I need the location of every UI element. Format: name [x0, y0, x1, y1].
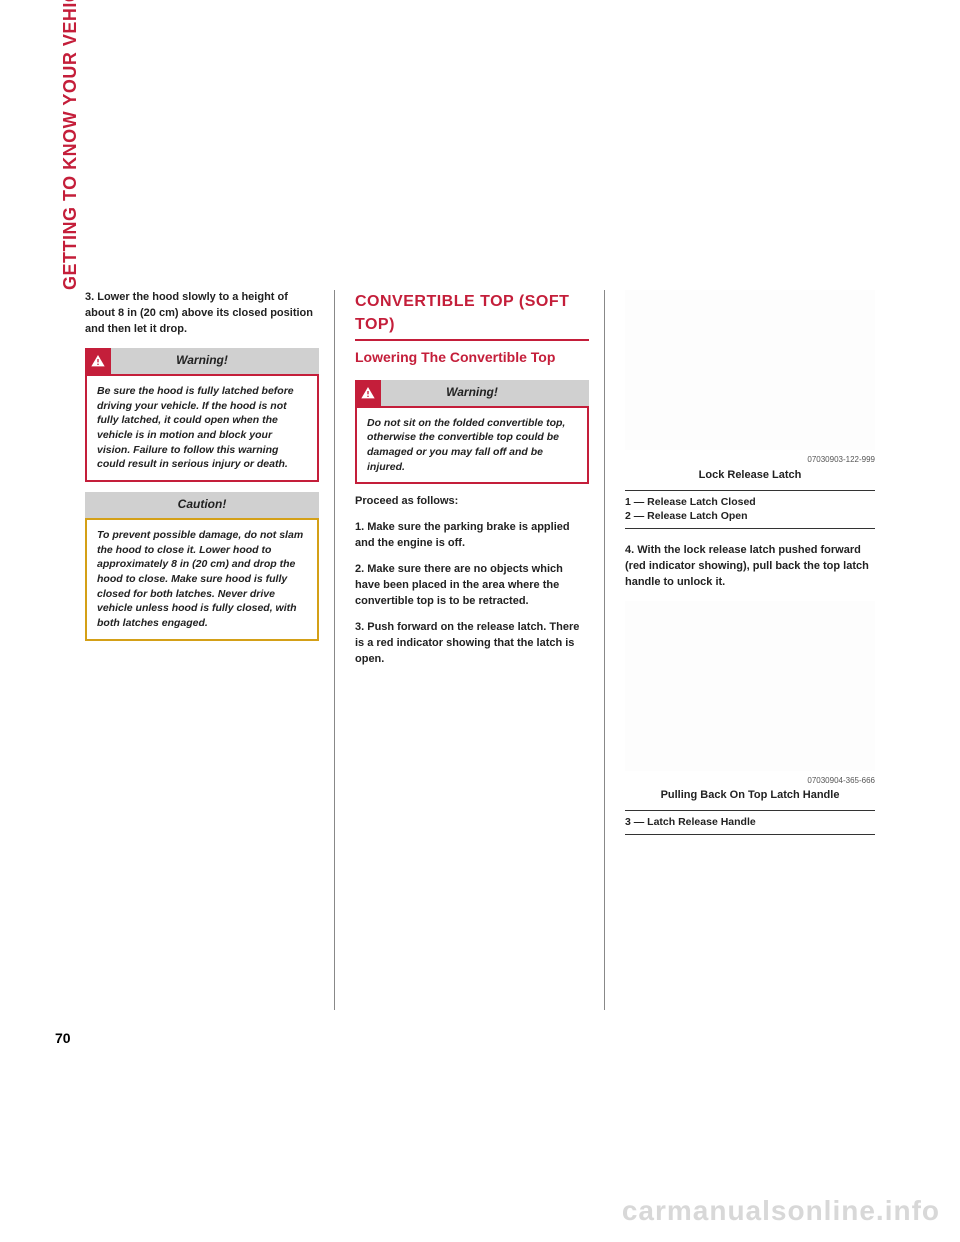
subsection-title: Lowering The Convertible Top: [355, 347, 589, 367]
caution-header: Caution!: [85, 492, 319, 518]
legend-item: 2 — Release Latch Open: [625, 509, 875, 524]
step-text: 4. With the lock release latch pushed fo…: [625, 543, 875, 591]
figure-code: 07030903-122-999: [625, 454, 875, 466]
warning-header: Warning!: [355, 380, 589, 406]
figure-title: Pulling Back On Top Latch Handle: [625, 788, 875, 804]
figure-title: Lock Release Latch: [625, 468, 875, 484]
warning-body: Do not sit on the folded convertible top…: [355, 406, 589, 485]
warning-box: Warning! Be sure the hood is fully latch…: [85, 348, 319, 482]
section-sidebar-label: GETTING TO KNOW YOUR VEHICLE: [60, 0, 81, 290]
legend-item: 1 — Release Latch Closed: [625, 495, 875, 510]
column-2: CONVERTIBLE TOP (SOFT TOP) Lowering The …: [355, 290, 605, 1010]
figure-legend: 3 — Latch Release Handle: [625, 810, 875, 835]
warning-header: Warning!: [85, 348, 319, 374]
figure-image: [625, 601, 875, 771]
column-3: 07030903-122-999 Lock Release Latch 1 — …: [625, 290, 875, 1010]
figure-code: 07030904-365-666: [625, 775, 875, 787]
watermark: carmanualsonline.info: [622, 1195, 940, 1227]
figure-image: [625, 290, 875, 450]
warning-label: Warning!: [111, 352, 319, 369]
step-text: 3. Lower the hood slowly to a height of …: [85, 290, 319, 338]
warning-body: Be sure the hood is fully latched before…: [85, 374, 319, 482]
warning-icon: [355, 380, 381, 406]
caution-label: Caution!: [85, 496, 319, 513]
page-number: 70: [55, 1030, 71, 1046]
page-content: 3. Lower the hood slowly to a height of …: [85, 290, 885, 1010]
caution-box: Caution! To prevent possible damage, do …: [85, 492, 319, 641]
caution-body: To prevent possible damage, do not slam …: [85, 518, 319, 641]
figure-legend: 1 — Release Latch Closed 2 — Release Lat…: [625, 490, 875, 529]
proceed-text: Proceed as follows:: [355, 494, 589, 510]
warning-icon: [85, 348, 111, 374]
step-text: 2. Make sure there are no objects which …: [355, 562, 589, 610]
section-title: CONVERTIBLE TOP (SOFT TOP): [355, 290, 589, 341]
step-text: 3. Push forward on the release latch. Th…: [355, 620, 589, 668]
warning-box: Warning! Do not sit on the folded conver…: [355, 380, 589, 485]
column-1: 3. Lower the hood slowly to a height of …: [85, 290, 335, 1010]
legend-item: 3 — Latch Release Handle: [625, 815, 875, 830]
warning-label: Warning!: [381, 384, 589, 401]
step-text: 1. Make sure the parking brake is applie…: [355, 520, 589, 552]
